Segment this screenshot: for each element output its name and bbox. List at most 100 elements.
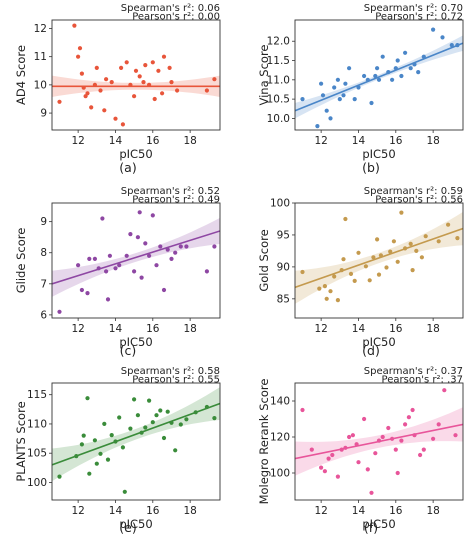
data-point [57,309,62,314]
data-point [124,60,129,65]
data-point [317,286,322,291]
data-point [72,23,77,28]
data-point [96,266,101,271]
data-point [102,108,107,113]
data-point [132,269,137,274]
data-point [399,73,404,79]
data-point [212,77,217,82]
data-point [135,413,140,418]
data-point [94,461,99,466]
data-point [160,91,165,96]
y-tick-label: 11 [34,51,47,63]
y-axis-label: AD4 Score [14,45,28,105]
x-tick-label: 18 [426,135,439,147]
data-point [410,407,415,413]
data-point [347,66,352,71]
data-point [119,65,124,70]
panel-f-molegro: 12 14 16 18 100 120 140 pIC50 Molegro Rerank Sco… [257,366,464,535]
data-point [373,73,378,79]
data-point [161,54,167,59]
data-point [147,253,152,258]
data-point [315,124,320,129]
data-point [139,275,144,280]
data-point [98,451,103,456]
x-tick-label: 12 [314,135,327,147]
data-point [141,80,146,85]
data-point [322,284,327,289]
data-point [403,50,408,55]
plot-frame [51,382,221,501]
data-point [395,58,400,63]
data-point [87,256,92,261]
pearson-label: Pearson's r²: 0.56 [375,195,463,206]
data-point [384,265,389,270]
data-point [150,420,155,425]
x-axis-label: pIC50 [119,147,152,161]
data-point [57,99,62,104]
data-point [391,239,396,244]
y-tick-label: 100 [270,198,290,210]
data-point [369,490,374,495]
x-tick-label: 16 [389,323,403,335]
data-point [77,46,83,51]
data-point [350,433,355,438]
data-point [356,250,361,255]
y-tick-label: 7 [40,278,47,290]
x-axis-label: pIC50 [119,517,152,531]
data-point [105,457,111,462]
y-tick-label: 85 [277,293,290,305]
y-tick-label: 8 [40,247,47,259]
data-point [335,298,340,303]
data-point [120,122,125,127]
data-point [375,66,380,71]
data-point [89,105,94,110]
data-point [105,297,111,302]
data-point [390,77,395,82]
data-point [79,71,84,76]
data-point [418,452,423,458]
y-axis-label: Molegro Rerank Score [257,379,271,505]
y-tick-label: 10.5 [267,94,290,106]
x-tick-label: 16 [146,135,160,147]
data-point [453,433,458,438]
data-point [362,73,367,79]
data-point [354,442,359,447]
data-point [335,474,340,479]
x-tick-label: 18 [183,135,196,147]
data-point [122,489,127,494]
panel-label: (e) [119,520,136,535]
data-point [408,241,413,246]
data-point [212,244,217,249]
data-point [300,269,305,275]
data-point [376,438,382,443]
data-point [92,256,97,261]
pearson-label: Pearson's r²: .37 [382,375,463,386]
data-point [403,246,408,251]
data-point [128,82,133,87]
data-point [341,257,346,262]
data-point [175,88,180,93]
data-point [399,210,404,215]
data-point [380,54,385,59]
plot-frame [294,19,464,131]
data-point [81,85,86,90]
data-point [173,448,178,453]
data-point [128,232,133,237]
y-tick-label: 10.0 [267,113,290,125]
data-point [399,438,404,443]
data-point [167,65,172,70]
data-point [386,425,391,431]
spearman-label: Spearman's r²: 0.70 [364,3,463,14]
panel-e-plants: 12 14 16 18 100 105 110 115 pIC50 PLANTS Score Spe… [14,366,221,535]
data-point [117,263,122,268]
plot-frame [51,19,221,131]
x-tick-label: 18 [426,323,439,335]
data-point [158,408,163,413]
data-point [341,93,346,98]
y-axis-label: Gold Score [257,229,271,291]
data-point [100,216,105,221]
panel-label: (c) [120,343,137,358]
data-point [135,235,140,240]
y-tick-label: 100 [270,468,290,480]
